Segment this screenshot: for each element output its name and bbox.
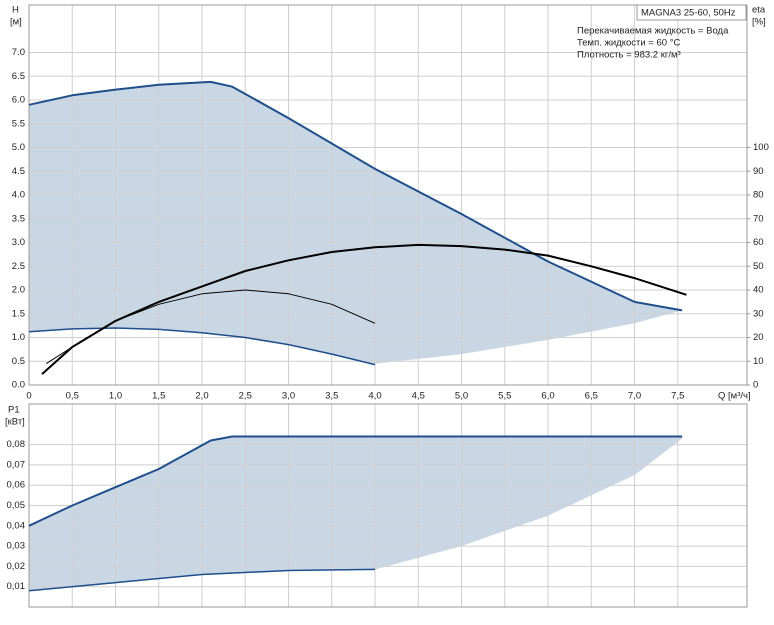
y-tick-label: 4.0	[12, 190, 25, 201]
y-tick-label: 3.5	[12, 213, 25, 224]
y-tick-label: 0.5	[12, 356, 25, 367]
title-box	[636, 4, 747, 21]
annotation: Темп. жидкости = 60 °C	[577, 38, 680, 49]
y-tick-label: 4.5	[12, 166, 25, 177]
y-axis-unit: [кВт]	[5, 417, 25, 428]
y-tick-label: 7.0	[12, 47, 25, 58]
operating-area	[29, 436, 683, 591]
curve	[28, 435, 683, 527]
operating-area	[29, 81, 683, 365]
y2-tick-label: 30	[753, 308, 764, 319]
y-tick-label: 0,02	[7, 561, 26, 572]
x-tick-label: 7,0	[628, 391, 641, 402]
y-tick-label: 0,07	[7, 459, 26, 470]
curve	[41, 243, 687, 375]
y-tick-label: 0,06	[7, 480, 26, 491]
x-axis-label: Q [м³/ч]	[718, 391, 751, 402]
y2-tick-label: 50	[753, 261, 764, 272]
y-tick-label: 0,04	[7, 520, 26, 531]
x-tick-label: 3,0	[282, 391, 295, 402]
x-tick-label: 2,0	[195, 391, 208, 402]
y-tick-label: 2.5	[12, 261, 25, 272]
x-tick-label: 5,0	[455, 391, 468, 402]
annotation: Плотность = 983.2 кг/м³	[577, 50, 681, 61]
plot-layers: 0 0,5 1,0 1,5 2,0 2,5 3,0 3,5 4,0 4,5 5,0 5,5 6,0 6,5…	[7, 4, 769, 608]
y-axis-unit: [м]	[10, 17, 22, 28]
curve	[28, 568, 376, 592]
y-tick-label: 6.5	[12, 71, 25, 82]
x-tick-label: 4,0	[368, 391, 381, 402]
y-tick-label: 0,01	[7, 581, 26, 592]
x-tick-label: 4,5	[412, 391, 425, 402]
x-tick-label: 5,5	[498, 391, 511, 402]
y-axis-label: H	[12, 5, 19, 16]
y2-axis-label: eta	[752, 5, 766, 16]
y-axis-label: P1	[8, 405, 20, 416]
y-tick-label: 0,03	[7, 541, 26, 552]
x-tick-label: 2,5	[239, 391, 252, 402]
x-tick-label: 3,5	[325, 391, 338, 402]
y2-tick-label: 90	[753, 166, 764, 177]
y-tick-label: 6.0	[12, 95, 25, 106]
y2-tick-label: 40	[753, 285, 764, 296]
x-tick-label: 1,5	[152, 391, 165, 402]
x-tick-label: 1,0	[109, 391, 122, 402]
y2-tick-label: 100	[753, 142, 769, 153]
y2-tick-label: 10	[753, 356, 764, 367]
y-tick-label: 5.5	[12, 118, 25, 129]
y-tick-label: 0,05	[7, 500, 26, 511]
y2-tick-label: 60	[753, 237, 764, 248]
x-tick-label: 6,5	[585, 391, 598, 402]
y2-axis-unit: [%]	[752, 17, 766, 28]
x-tick-label: 7,5	[671, 391, 684, 402]
x-tick-label: 0	[26, 391, 31, 402]
y-tick-label: 3.0	[12, 237, 25, 248]
curve	[28, 327, 376, 366]
y2-tick-label: 0	[753, 380, 758, 391]
x-tick-label: 0,5	[66, 391, 79, 402]
y2-tick-label: 20	[753, 332, 764, 343]
curve	[28, 80, 683, 312]
annotation: Перекачиваемая жидкость = Вода	[577, 26, 729, 37]
y2-tick-label: 70	[753, 213, 764, 224]
y-tick-label: 1.0	[12, 332, 25, 343]
plot-frame	[28, 403, 748, 608]
y-tick-label: 5.0	[12, 142, 25, 153]
y-tick-label: 2.0	[12, 285, 25, 296]
y-tick-label: 1.5	[12, 308, 25, 319]
y-tick-label: 0.0	[12, 380, 25, 391]
plot-frame	[28, 4, 748, 386]
x-tick-label: 6,0	[541, 391, 554, 402]
y2-tick-label: 80	[753, 190, 764, 201]
y-tick-label: 0,08	[7, 439, 26, 450]
chart-title: MAGNA3 25-60, 50Hz	[641, 8, 736, 19]
